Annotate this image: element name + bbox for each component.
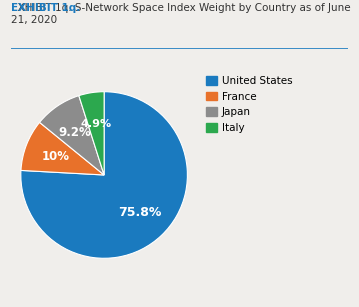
Wedge shape bbox=[21, 92, 187, 258]
Text: 4.9%: 4.9% bbox=[81, 119, 112, 129]
Text: EXHIBIT 1q. S-Network Space Index Weight by Country as of June 21, 2020: EXHIBIT 1q. S-Network Space Index Weight… bbox=[11, 3, 350, 25]
Text: 9.2%: 9.2% bbox=[59, 126, 92, 139]
Wedge shape bbox=[21, 122, 104, 175]
Text: 10%: 10% bbox=[42, 150, 70, 163]
Text: EXHIBIT 1q.: EXHIBIT 1q. bbox=[11, 3, 80, 13]
Wedge shape bbox=[79, 92, 104, 175]
Wedge shape bbox=[39, 95, 104, 175]
Legend: United States, France, Japan, Italy: United States, France, Japan, Italy bbox=[206, 76, 293, 133]
Text: 75.8%: 75.8% bbox=[118, 206, 161, 219]
